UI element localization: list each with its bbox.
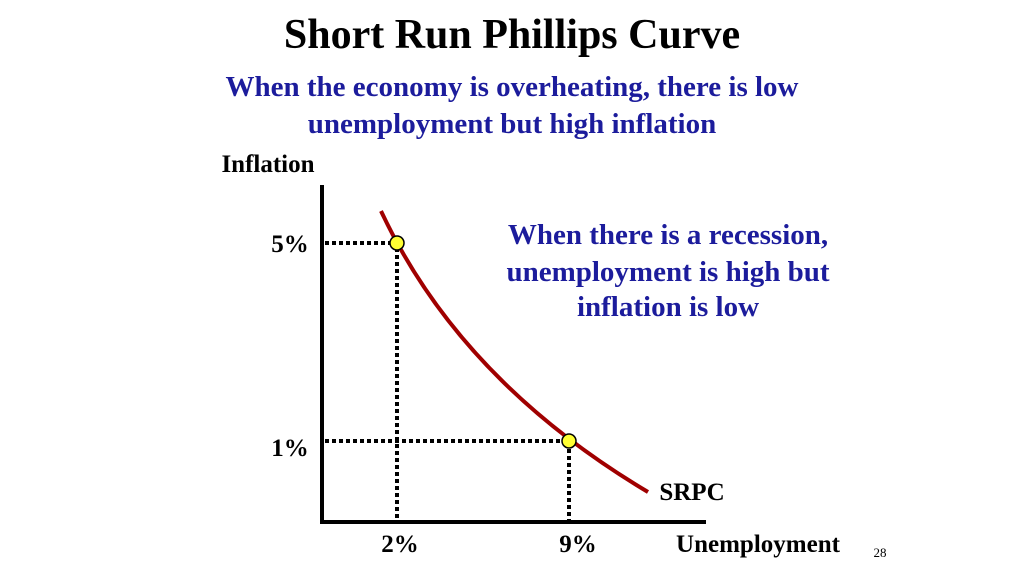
x-tick-label: 2% <box>381 531 419 558</box>
y-tick-label: 1% <box>271 435 309 462</box>
annotation-line: inflation is low <box>577 291 759 323</box>
page-number: 28 <box>874 545 887 560</box>
x-axis-label: Unemployment <box>676 531 841 558</box>
guide-line <box>325 439 571 520</box>
guide-line <box>325 241 399 520</box>
annotation-line: When there is a recession, <box>508 219 828 251</box>
point <box>389 235 405 251</box>
annotation-line: unemployment is high but <box>506 256 829 288</box>
subtitle-line: unemployment but high inflation <box>308 108 717 140</box>
curve-label: SRPC <box>659 479 724 506</box>
subtitle-line: When the economy is overheating, there i… <box>226 71 799 103</box>
title: Short Run Phillips Curve <box>284 12 740 58</box>
x-tick-label: 9% <box>559 531 597 558</box>
y-axis-label: Inflation <box>221 151 314 178</box>
point <box>561 433 577 449</box>
y-tick-label: 5% <box>271 231 309 258</box>
srpc-curve <box>379 210 650 494</box>
